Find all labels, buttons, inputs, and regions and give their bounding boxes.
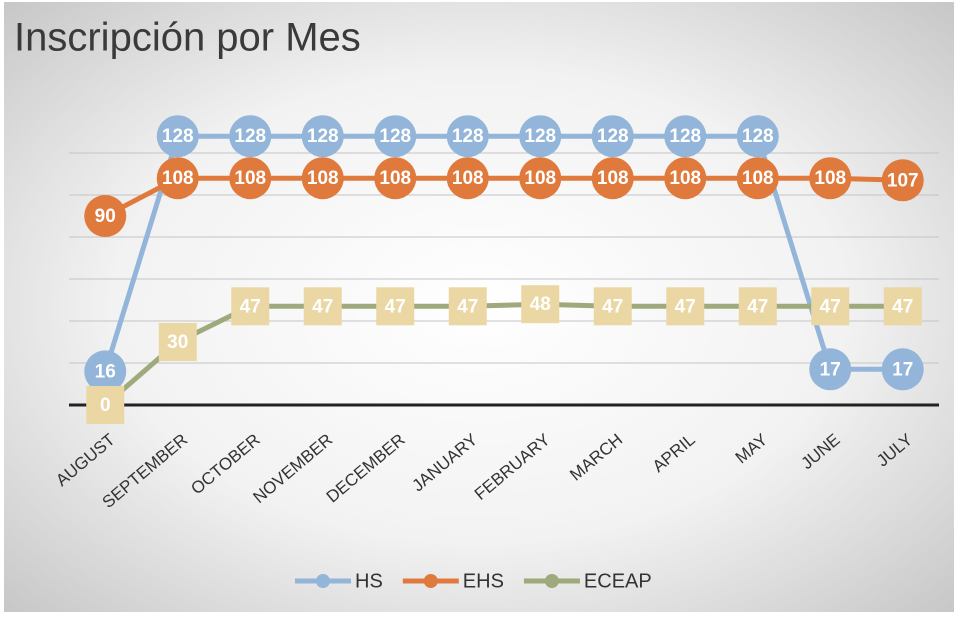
data-label: 108 xyxy=(379,168,411,189)
data-label: 128 xyxy=(234,126,266,147)
data-label: 47 xyxy=(457,296,478,317)
data-marker xyxy=(593,287,632,326)
data-marker xyxy=(809,348,852,391)
data-marker xyxy=(376,287,415,326)
data-label: 47 xyxy=(385,296,406,317)
data-label: 48 xyxy=(530,294,551,315)
data-label: 108 xyxy=(742,168,774,189)
legend-marker xyxy=(544,574,559,588)
data-marker xyxy=(664,115,707,158)
data-marker xyxy=(519,157,562,200)
legend-marker xyxy=(316,574,330,588)
data-label: 108 xyxy=(162,168,194,189)
data-label: 128 xyxy=(307,126,339,147)
data-marker xyxy=(881,159,924,202)
chart-title: Inscripción por Mes xyxy=(14,16,361,60)
data-marker xyxy=(736,157,779,200)
data-marker xyxy=(446,157,489,200)
data-marker xyxy=(374,115,417,158)
data-marker xyxy=(301,115,344,158)
data-marker xyxy=(229,157,272,200)
grid xyxy=(69,152,939,407)
data-label: 108 xyxy=(597,168,629,189)
data-label: 0 xyxy=(100,395,111,416)
data-label: 128 xyxy=(379,126,411,147)
data-marker xyxy=(84,195,127,237)
data-marker xyxy=(446,115,489,158)
data-marker xyxy=(156,115,199,158)
data-label: 30 xyxy=(167,332,188,353)
data-label: 128 xyxy=(669,126,701,147)
data-marker xyxy=(301,157,344,200)
data-label: 17 xyxy=(820,359,841,380)
legend-label: EHS xyxy=(463,570,504,592)
data-label: 128 xyxy=(452,126,484,147)
data-label: 108 xyxy=(307,168,339,189)
data-marker xyxy=(883,287,922,326)
data-label: 16 xyxy=(95,361,116,382)
data-marker xyxy=(666,287,705,326)
data-label: 128 xyxy=(162,126,194,147)
data-label: 108 xyxy=(669,168,701,189)
data-marker xyxy=(809,157,852,200)
legend-label: ECEAP xyxy=(584,570,652,592)
data-label: 107 xyxy=(887,170,919,191)
data-label: 128 xyxy=(524,126,556,147)
legend-marker xyxy=(423,574,438,588)
data-marker xyxy=(664,157,707,200)
data-marker xyxy=(374,157,417,200)
data-marker xyxy=(591,157,634,200)
data-marker xyxy=(84,350,127,393)
data-label: 47 xyxy=(675,296,696,317)
data-marker xyxy=(591,115,634,158)
data-label: 108 xyxy=(524,168,556,189)
data-label: 47 xyxy=(602,296,623,317)
data-marker xyxy=(158,323,197,361)
data-marker xyxy=(303,287,342,326)
data-marker xyxy=(519,115,562,158)
data-label: 108 xyxy=(234,168,266,189)
legend: HS EHS ECEAP xyxy=(295,570,652,592)
markers: 16 128 128 128 128 128 128 128 128 128 17 17 90 108 10… xyxy=(84,115,924,424)
data-marker xyxy=(738,287,777,326)
data-label: 108 xyxy=(452,168,484,189)
data-label: 47 xyxy=(747,296,768,317)
data-marker xyxy=(811,287,850,326)
data-marker xyxy=(521,285,560,324)
data-marker xyxy=(448,287,487,326)
data-label: 47 xyxy=(240,296,261,317)
data-label: 17 xyxy=(892,359,913,380)
data-marker xyxy=(231,287,270,326)
data-label: 47 xyxy=(892,296,913,317)
data-label: 128 xyxy=(597,126,629,147)
data-label: 108 xyxy=(814,168,846,189)
data-marker xyxy=(229,115,272,158)
data-label: 47 xyxy=(312,296,333,317)
data-marker xyxy=(881,348,924,391)
data-marker xyxy=(736,115,779,158)
legend-label: HS xyxy=(355,570,383,592)
data-label: 90 xyxy=(95,206,116,227)
data-label: 47 xyxy=(820,296,841,317)
data-label: 128 xyxy=(742,126,774,147)
data-marker xyxy=(156,157,199,200)
data-marker xyxy=(86,386,125,424)
